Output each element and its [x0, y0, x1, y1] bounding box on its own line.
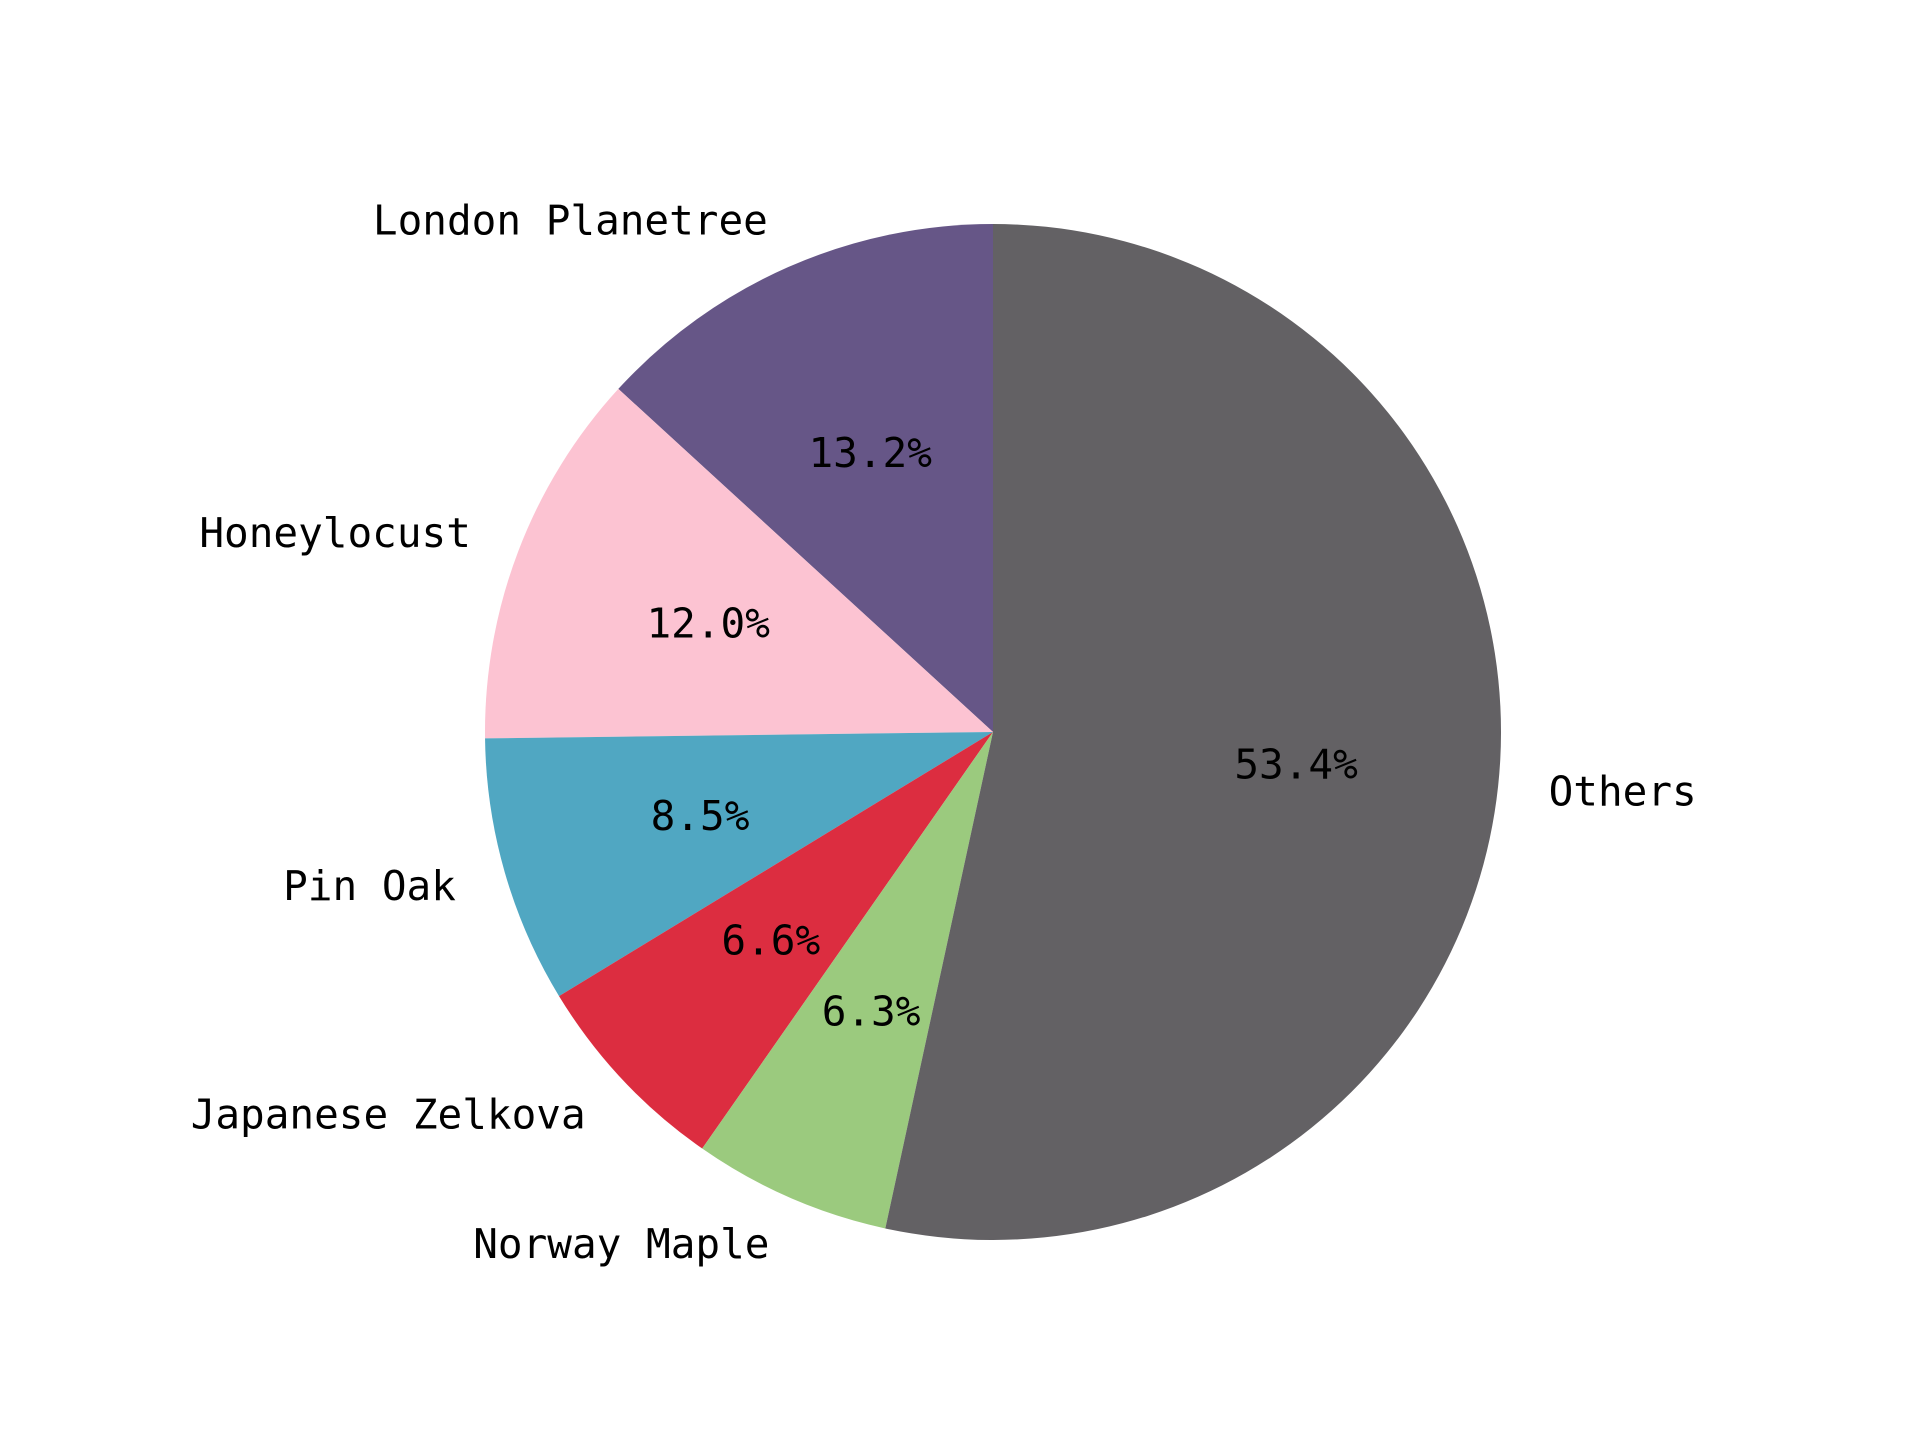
category-label-others: Others [1549, 768, 1697, 816]
pct-label-others: 53.4% [1234, 741, 1358, 789]
labels-layer: 13.2% London Planetree 12.0% Honeylocust 8.5… [191, 197, 1697, 1269]
category-label-honeylocust: Honeylocust [199, 509, 471, 557]
pct-label-london-planetree: 13.2% [808, 429, 932, 477]
pct-label-japanese-zelkova: 6.6% [721, 917, 820, 965]
pct-label-norway-maple: 6.3% [822, 987, 921, 1035]
pie-slice-others [885, 223, 1502, 1240]
pct-label-pin-oak: 8.5% [651, 792, 750, 840]
pct-label-honeylocust: 12.0% [647, 599, 771, 647]
pie-slice-london-planetree [618, 223, 993, 732]
pie-slice-japanese-zelkova [559, 732, 993, 1149]
pie-slice-norway-maple [702, 732, 993, 1229]
pie-slice-honeylocust [484, 388, 993, 739]
category-label-japanese-zelkova: Japanese Zelkova [191, 1091, 586, 1139]
category-label-pin-oak: Pin Oak [283, 862, 456, 910]
category-label-norway-maple: Norway Maple [473, 1220, 769, 1268]
pie-slice-pin-oak [485, 732, 993, 997]
category-label-london-planetree: London Planetree [373, 197, 768, 245]
slices-layer [484, 223, 1502, 1240]
